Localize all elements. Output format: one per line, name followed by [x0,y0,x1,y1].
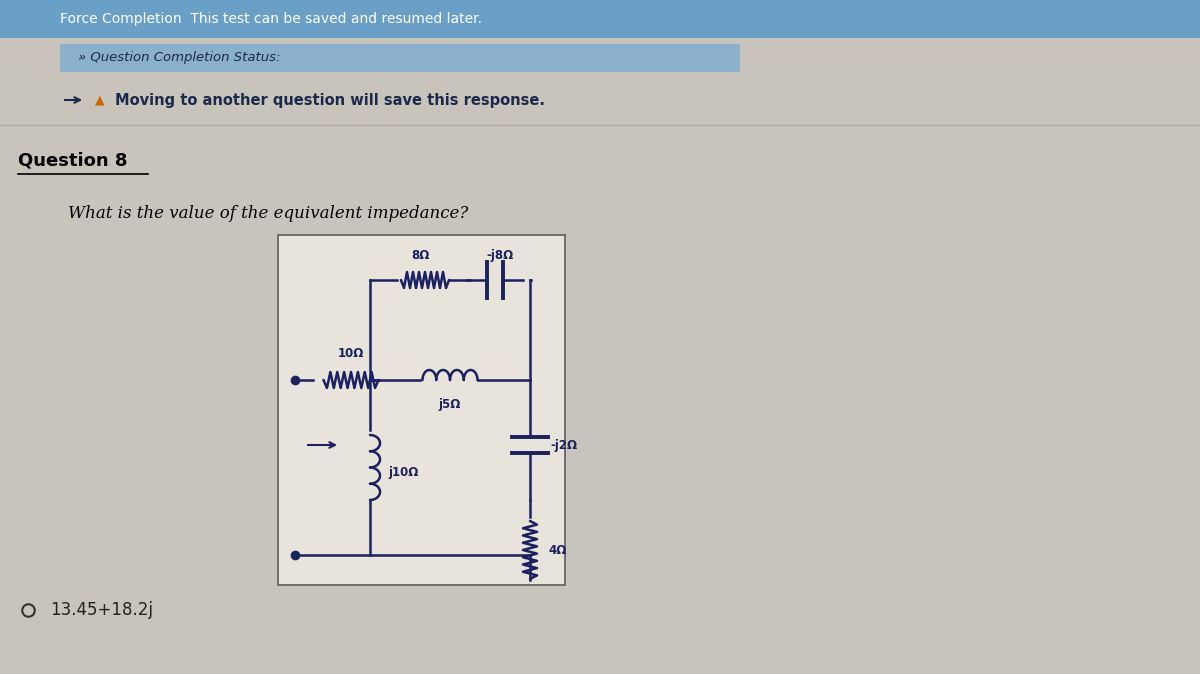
Bar [0,0,1200,38]
Text: 13.45+18.2j: 13.45+18.2j [50,601,154,619]
Text: ▲: ▲ [95,94,104,106]
Text: What is the value of the equivalent impedance?: What is the value of the equivalent impe… [68,205,468,222]
Text: 8Ω: 8Ω [410,249,430,262]
Text: Moving to another question will save this response.: Moving to another question will save thi… [115,92,545,107]
Text: j5Ω: j5Ω [439,398,461,411]
Text: -j8Ω: -j8Ω [486,249,514,262]
Text: Question 8: Question 8 [18,152,127,170]
Text: j10Ω: j10Ω [388,466,419,479]
Text: » Question Completion Status:: » Question Completion Status: [78,51,281,65]
Bar [60,44,740,72]
Bar [278,235,565,585]
Text: Force Completion  This test can be saved and resumed later.: Force Completion This test can be saved … [60,12,482,26]
Text: 10Ω: 10Ω [338,347,364,360]
Text: -j2Ω: -j2Ω [550,439,577,452]
Text: 4Ω: 4Ω [548,543,566,557]
